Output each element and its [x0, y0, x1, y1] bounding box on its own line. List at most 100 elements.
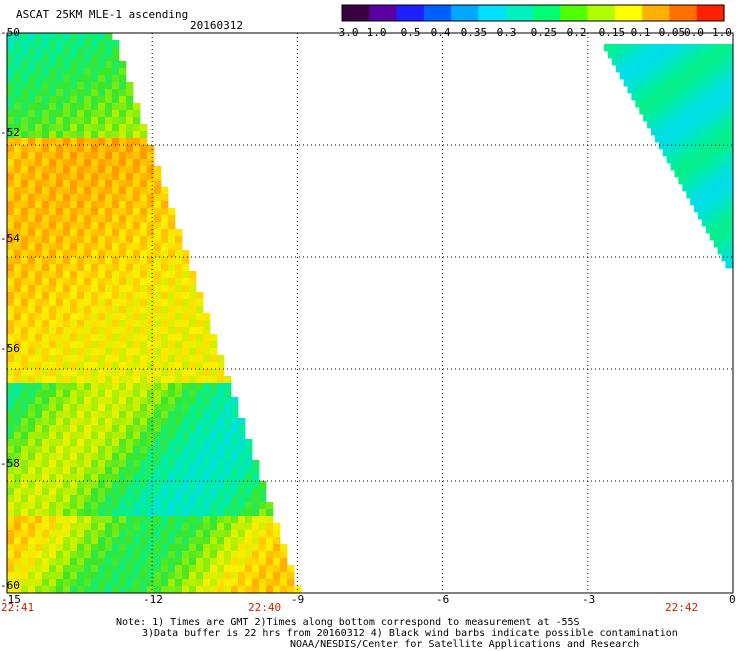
swath-cell — [7, 390, 14, 397]
swath-cell — [154, 320, 161, 327]
swath-cell — [63, 68, 70, 75]
swath-cell — [196, 411, 203, 418]
swath-cell — [691, 149, 698, 156]
swath-cell — [91, 572, 98, 579]
swath-cell — [196, 418, 203, 425]
swath-cell — [56, 334, 63, 341]
swath-cell — [56, 495, 63, 502]
swath-cell — [14, 215, 21, 222]
swath-cell — [28, 439, 35, 446]
swath-cell — [21, 551, 28, 558]
swath-cell — [35, 495, 42, 502]
swath-cell — [161, 572, 168, 579]
swath-cell — [168, 355, 175, 362]
swath-cell — [35, 250, 42, 257]
swath-cell — [42, 131, 49, 138]
swath-cell — [119, 124, 126, 131]
swath-cell — [210, 565, 217, 572]
swath-cell — [690, 72, 697, 79]
swath-cell — [98, 516, 105, 523]
swath-cell — [259, 481, 266, 488]
swath-cell — [147, 250, 154, 257]
swath-cell — [147, 166, 154, 173]
swath-cell — [119, 250, 126, 257]
swath-cell — [154, 229, 161, 236]
swath-cell — [77, 299, 84, 306]
swath-cell — [98, 250, 105, 257]
swath-cell — [217, 390, 224, 397]
swath-cell — [35, 187, 42, 194]
swath-cell — [140, 327, 147, 334]
swath-cell — [84, 131, 91, 138]
cb-label-11: 0.0 — [684, 27, 704, 39]
swath-cell — [287, 579, 294, 586]
swath-cell — [70, 278, 77, 285]
swath-cell — [238, 432, 245, 439]
swath-cell — [245, 579, 252, 586]
swath-cell — [252, 467, 259, 474]
swath-cell — [717, 184, 724, 191]
swath-cell — [63, 348, 70, 355]
swath-cell — [140, 432, 147, 439]
swath-cell — [147, 306, 154, 313]
swath-cell — [203, 369, 210, 376]
swath-cell — [91, 495, 98, 502]
swath-cell — [175, 481, 182, 488]
swath-cell — [98, 82, 105, 89]
swath-cell — [77, 145, 84, 152]
swath-cell — [161, 495, 168, 502]
swath-cell — [126, 348, 133, 355]
swath-cell — [713, 163, 720, 170]
swath-cell — [56, 54, 63, 61]
swath-cell — [238, 453, 245, 460]
swath-cell — [77, 47, 84, 54]
swath-cell — [112, 488, 119, 495]
swath-cell — [56, 194, 63, 201]
swath-cell — [175, 502, 182, 509]
swath-cell — [14, 544, 21, 551]
swath-cell — [63, 96, 70, 103]
swath-cell — [693, 128, 700, 135]
swath-cell — [678, 51, 685, 58]
swath-cell — [105, 530, 112, 537]
swath-cell — [686, 128, 693, 135]
swath-cell — [273, 565, 280, 572]
swath-cell — [147, 376, 154, 383]
swath-cell — [84, 488, 91, 495]
swath-cell — [98, 278, 105, 285]
swath-cell — [105, 145, 112, 152]
swath-cell — [105, 516, 112, 523]
swath-cell — [42, 187, 49, 194]
swath-cell — [105, 488, 112, 495]
swath-cell — [203, 558, 210, 565]
swath-cell — [77, 404, 84, 411]
swath-cell — [688, 107, 695, 114]
swath-cell — [259, 565, 266, 572]
swath-cell — [217, 565, 224, 572]
swath-cell — [168, 425, 175, 432]
swath-cell — [168, 404, 175, 411]
swath-cell — [91, 334, 98, 341]
swath-cell — [196, 460, 203, 467]
swath-cell — [84, 530, 91, 537]
swath-cell — [98, 54, 105, 61]
swath-cell — [703, 170, 710, 177]
swath-cell — [133, 292, 140, 299]
swath-cell — [91, 152, 98, 159]
swath-cell — [719, 149, 726, 156]
swath-cell — [182, 264, 189, 271]
swath-cell — [154, 509, 161, 516]
swath-cell — [112, 229, 119, 236]
swath-cell — [721, 240, 728, 247]
swath-cell — [175, 376, 182, 383]
swath-cell — [189, 376, 196, 383]
swath-cell — [182, 537, 189, 544]
swath-cell — [21, 313, 28, 320]
swath-cell — [147, 432, 154, 439]
swath-cell — [639, 44, 646, 51]
swath-cell — [231, 537, 238, 544]
swath-cell — [42, 516, 49, 523]
swath-cell — [77, 152, 84, 159]
swath-cell — [182, 355, 189, 362]
swath-cell — [655, 72, 662, 79]
